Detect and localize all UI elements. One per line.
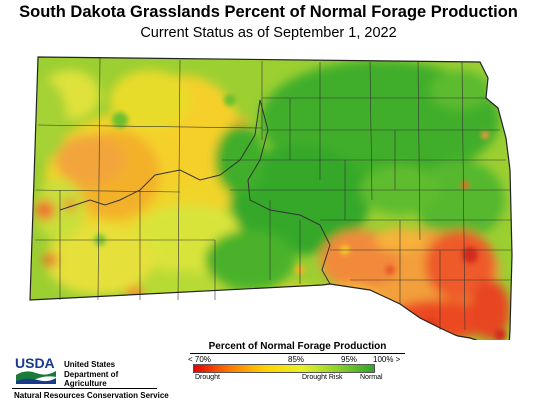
legend-label-normal: Normal bbox=[360, 374, 383, 381]
usda-logo-text: USDA bbox=[15, 355, 55, 371]
legend-tick-lt70: < 70% bbox=[188, 355, 211, 364]
legend-tick-85: 85% bbox=[288, 355, 305, 364]
legend-label-drought-risk: Drought Risk bbox=[302, 374, 343, 381]
legend-tick-100: 100% > bbox=[373, 355, 401, 364]
agency-name: United States Department of Agriculture bbox=[64, 360, 119, 388]
usda-logo: USDA bbox=[15, 355, 56, 384]
legend-color-bar bbox=[193, 364, 375, 373]
map-title: South Dakota Grasslands Percent of Norma… bbox=[19, 3, 518, 21]
map-subtitle: Current Status as of September 1, 2022 bbox=[140, 25, 397, 41]
state-outline bbox=[29, 56, 513, 340]
nrcs-label: Natural Resources Conservation Service bbox=[14, 391, 169, 400]
missouri-river bbox=[59, 99, 331, 285]
legend-label-drought: Drought bbox=[195, 374, 220, 381]
legend-tick-95: 95% bbox=[341, 355, 358, 364]
south-dakota-forage-map bbox=[29, 56, 513, 340]
agency-divider bbox=[12, 388, 157, 389]
county-boundaries bbox=[35, 57, 512, 331]
legend-title: Percent of Normal Forage Production bbox=[190, 341, 405, 354]
